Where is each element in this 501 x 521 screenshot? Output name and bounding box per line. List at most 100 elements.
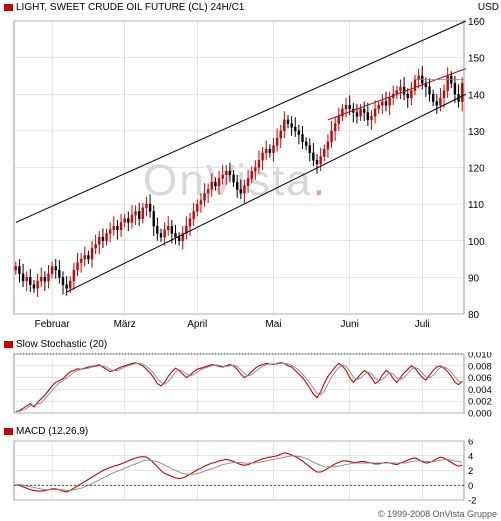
legend-swatch-macd: [4, 428, 13, 435]
y-tick-label: 0.000: [468, 409, 492, 419]
candle-body: [217, 178, 221, 187]
candle-body: [14, 266, 18, 271]
candle-body: [94, 244, 97, 249]
candle-body: [43, 277, 47, 282]
candle-body: [272, 145, 275, 154]
legend-swatch-price: [4, 4, 13, 11]
candle-body: [254, 167, 257, 172]
y-tick-label: 110: [468, 200, 484, 211]
candle-body: [435, 101, 438, 106]
candle-body: [232, 174, 235, 183]
candle-body: [21, 273, 25, 282]
candle-body: [359, 108, 362, 117]
candle-body: [406, 94, 409, 99]
y-tick-label: 0.006: [468, 373, 492, 384]
candle-body: [221, 174, 224, 179]
y-tick-label: 0.010: [468, 352, 492, 361]
candle-body: [83, 255, 86, 260]
candle-body: [79, 258, 83, 263]
y-tick-label: 0.008: [468, 361, 492, 372]
candle-body: [210, 181, 213, 190]
candle-body: [377, 105, 380, 110]
y-tick-label: 0.002: [468, 397, 492, 408]
price-chart: 80 90 100 110 120 130 140 150 160 Februar März Apri…: [13, 17, 485, 330]
candle-body: [402, 86, 406, 95]
candle-body: [373, 108, 377, 117]
candle-body: [301, 134, 304, 143]
candle-body: [105, 233, 108, 241]
macd-chart: -2 0 2 4 6: [13, 439, 476, 505]
candle-body: [47, 273, 50, 282]
candle-body: [363, 108, 366, 113]
y-tick-label: 4: [468, 451, 473, 462]
candle-body: [355, 112, 359, 117]
candle-body: [413, 79, 417, 91]
currency-label: USD: [477, 2, 499, 13]
series-line--d: [15, 362, 463, 413]
y-tick-label: 160: [468, 17, 485, 28]
candle-body: [65, 284, 68, 289]
y-tick-label: 100: [468, 237, 485, 248]
candle-body: [174, 233, 177, 238]
copyright-footer: © 1999-2008 OnVista Gruppe: [377, 509, 497, 519]
y-tick-label: 140: [468, 90, 485, 101]
candle-body: [275, 137, 279, 146]
candle-body: [279, 130, 282, 139]
candle-body: [148, 203, 152, 212]
candle-body: [439, 97, 442, 106]
candle-body: [348, 105, 351, 110]
candle-body: [431, 94, 435, 102]
macd-header: MACD (12,26,9): [0, 425, 501, 439]
candle-body: [308, 145, 311, 154]
candle-body: [388, 97, 391, 106]
candle-body: [98, 236, 101, 245]
y-tick-label: 120: [468, 164, 485, 175]
candle-body: [127, 218, 130, 223]
candle-body: [101, 236, 105, 241]
candle-body: [341, 108, 344, 117]
candle-body: [265, 148, 268, 154]
candle-body: [319, 156, 322, 165]
candle-body: [76, 262, 79, 271]
candle-body: [330, 130, 333, 143]
candle-body: [304, 141, 308, 146]
candle-body: [159, 233, 163, 238]
candle-body: [206, 189, 210, 194]
candle-body: [163, 229, 166, 238]
candle-body: [410, 90, 413, 99]
x-tick-label: Juli: [415, 319, 430, 330]
candle-body: [366, 112, 370, 121]
candle-body: [181, 233, 184, 241]
candle-body: [192, 211, 195, 219]
candle-body: [239, 189, 243, 194]
candle-body: [315, 159, 319, 165]
candle-body: [199, 200, 203, 205]
candle-body: [446, 75, 449, 91]
candle-body: [188, 218, 192, 227]
candle-body: [228, 170, 232, 176]
candle-body: [225, 170, 228, 176]
candle-body: [29, 277, 32, 285]
y-tick-label: 80: [468, 310, 480, 321]
candle-body: [54, 266, 57, 271]
candle-body: [297, 130, 301, 135]
candle-body: [18, 266, 21, 274]
candle-body: [453, 83, 457, 95]
trend-channel-line: [15, 20, 467, 223]
candle-body: [286, 119, 290, 124]
candle-body: [257, 159, 261, 168]
y-tick-label: 6: [468, 439, 473, 448]
candle-body: [40, 277, 43, 282]
candle-body: [442, 90, 446, 99]
candle-body: [145, 203, 148, 208]
stochastic-header: Slow Stochastic (20): [0, 338, 501, 352]
candle-body: [246, 178, 250, 187]
x-tick-label: Februar: [35, 319, 71, 330]
x-tick-label: April: [187, 319, 207, 330]
candle-body: [290, 123, 293, 128]
y-tick-label: 90: [468, 273, 480, 284]
y-tick-label: 130: [468, 127, 485, 138]
plot-frame: [13, 353, 465, 414]
candle-body: [323, 148, 326, 157]
